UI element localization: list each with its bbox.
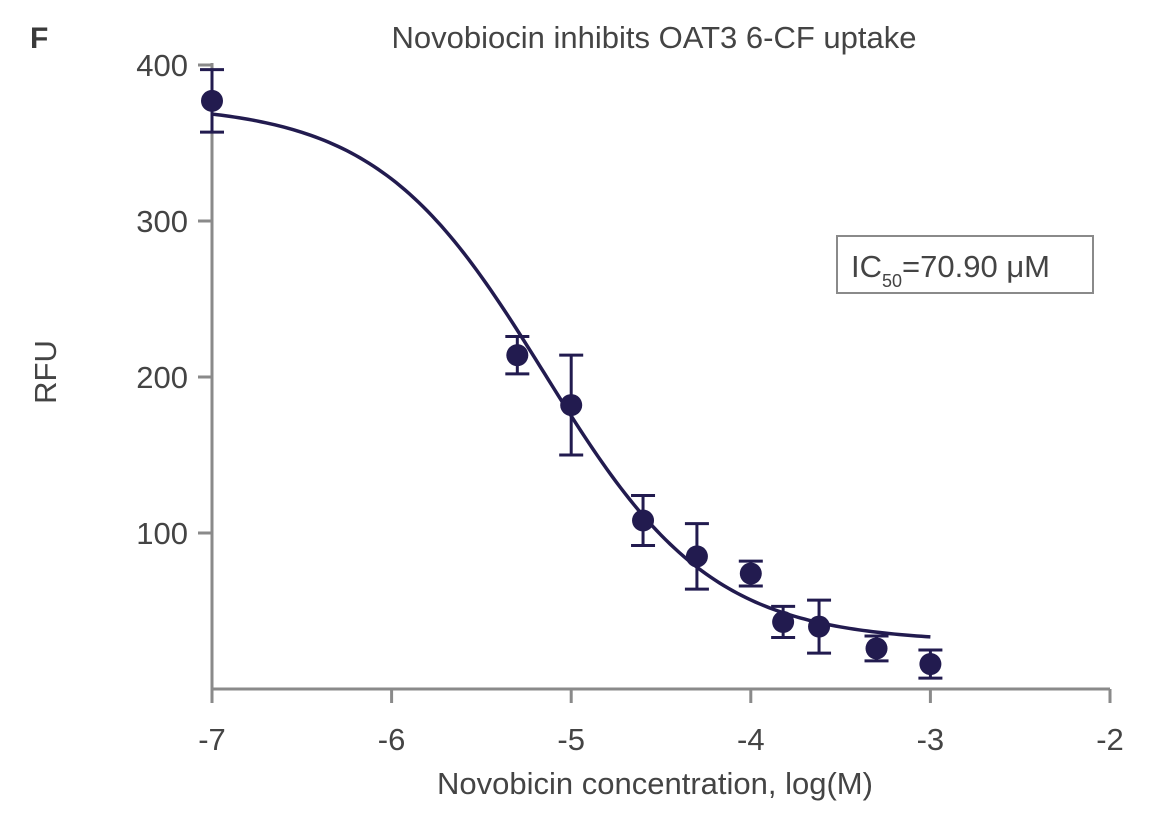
- x-tick-label: -6: [378, 722, 406, 757]
- x-tick-label: -4: [737, 722, 765, 757]
- annotation-text: IC50=70.90 μM: [851, 249, 1050, 291]
- ic50-annotation: IC50=70.90 μM: [836, 235, 1094, 294]
- y-tick-label: 200: [136, 360, 188, 395]
- annotation-box: [836, 235, 1094, 294]
- data-points: [201, 89, 942, 676]
- panel-letter: F: [30, 22, 48, 55]
- data-point: [560, 394, 583, 417]
- data-point: [685, 545, 708, 568]
- axes: 100 200 300 400 -7 -6 -5 -4 -3 -2: [136, 48, 1124, 757]
- data-point: [739, 562, 762, 585]
- annotation-subscript: 50: [882, 271, 902, 291]
- data-point: [808, 615, 831, 638]
- data-point: [919, 653, 942, 676]
- y-tick-label: 300: [136, 204, 188, 239]
- y-ticks: 100 200 300 400: [136, 48, 212, 551]
- y-axis-label: RFU: [28, 340, 63, 404]
- x-axis-label: Novobicin concentration, log(M): [437, 766, 873, 801]
- x-tick-label: -2: [1096, 722, 1124, 757]
- data-point: [772, 610, 795, 633]
- annotation-suffix: =70.90 μM: [902, 249, 1050, 284]
- data-point: [865, 637, 888, 660]
- x-tick-label: -5: [557, 722, 585, 757]
- x-tick-label: -7: [198, 722, 226, 757]
- y-tick-label: 400: [136, 48, 188, 83]
- data-point: [506, 344, 529, 367]
- data-point: [632, 509, 655, 532]
- x-ticks: -7 -6 -5 -4 -3 -2: [198, 689, 1124, 757]
- x-tick-label: -3: [917, 722, 945, 757]
- chart-title: Novobiocin inhibits OAT3 6-CF uptake: [392, 20, 917, 55]
- data-point: [201, 89, 223, 112]
- y-tick-label: 100: [136, 516, 188, 551]
- annotation-prefix: IC: [851, 249, 882, 284]
- error-bars: [200, 68, 943, 680]
